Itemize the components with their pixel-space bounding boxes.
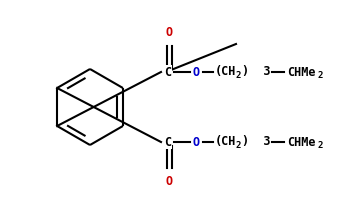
- Text: 2: 2: [317, 141, 322, 151]
- Text: )  3: ) 3: [242, 66, 270, 79]
- Text: O: O: [192, 66, 199, 79]
- Text: )  3: ) 3: [242, 135, 270, 148]
- Text: C: C: [164, 66, 172, 79]
- Text: 2: 2: [236, 141, 241, 151]
- Text: C: C: [164, 135, 172, 148]
- Text: O: O: [166, 26, 173, 39]
- Text: O: O: [166, 175, 173, 188]
- Text: 2: 2: [236, 72, 241, 81]
- Text: CHMe: CHMe: [287, 66, 316, 79]
- Text: (CH: (CH: [215, 135, 237, 148]
- Text: (CH: (CH: [215, 66, 237, 79]
- Text: O: O: [192, 135, 199, 148]
- Text: CHMe: CHMe: [287, 135, 316, 148]
- Text: 2: 2: [317, 72, 322, 81]
